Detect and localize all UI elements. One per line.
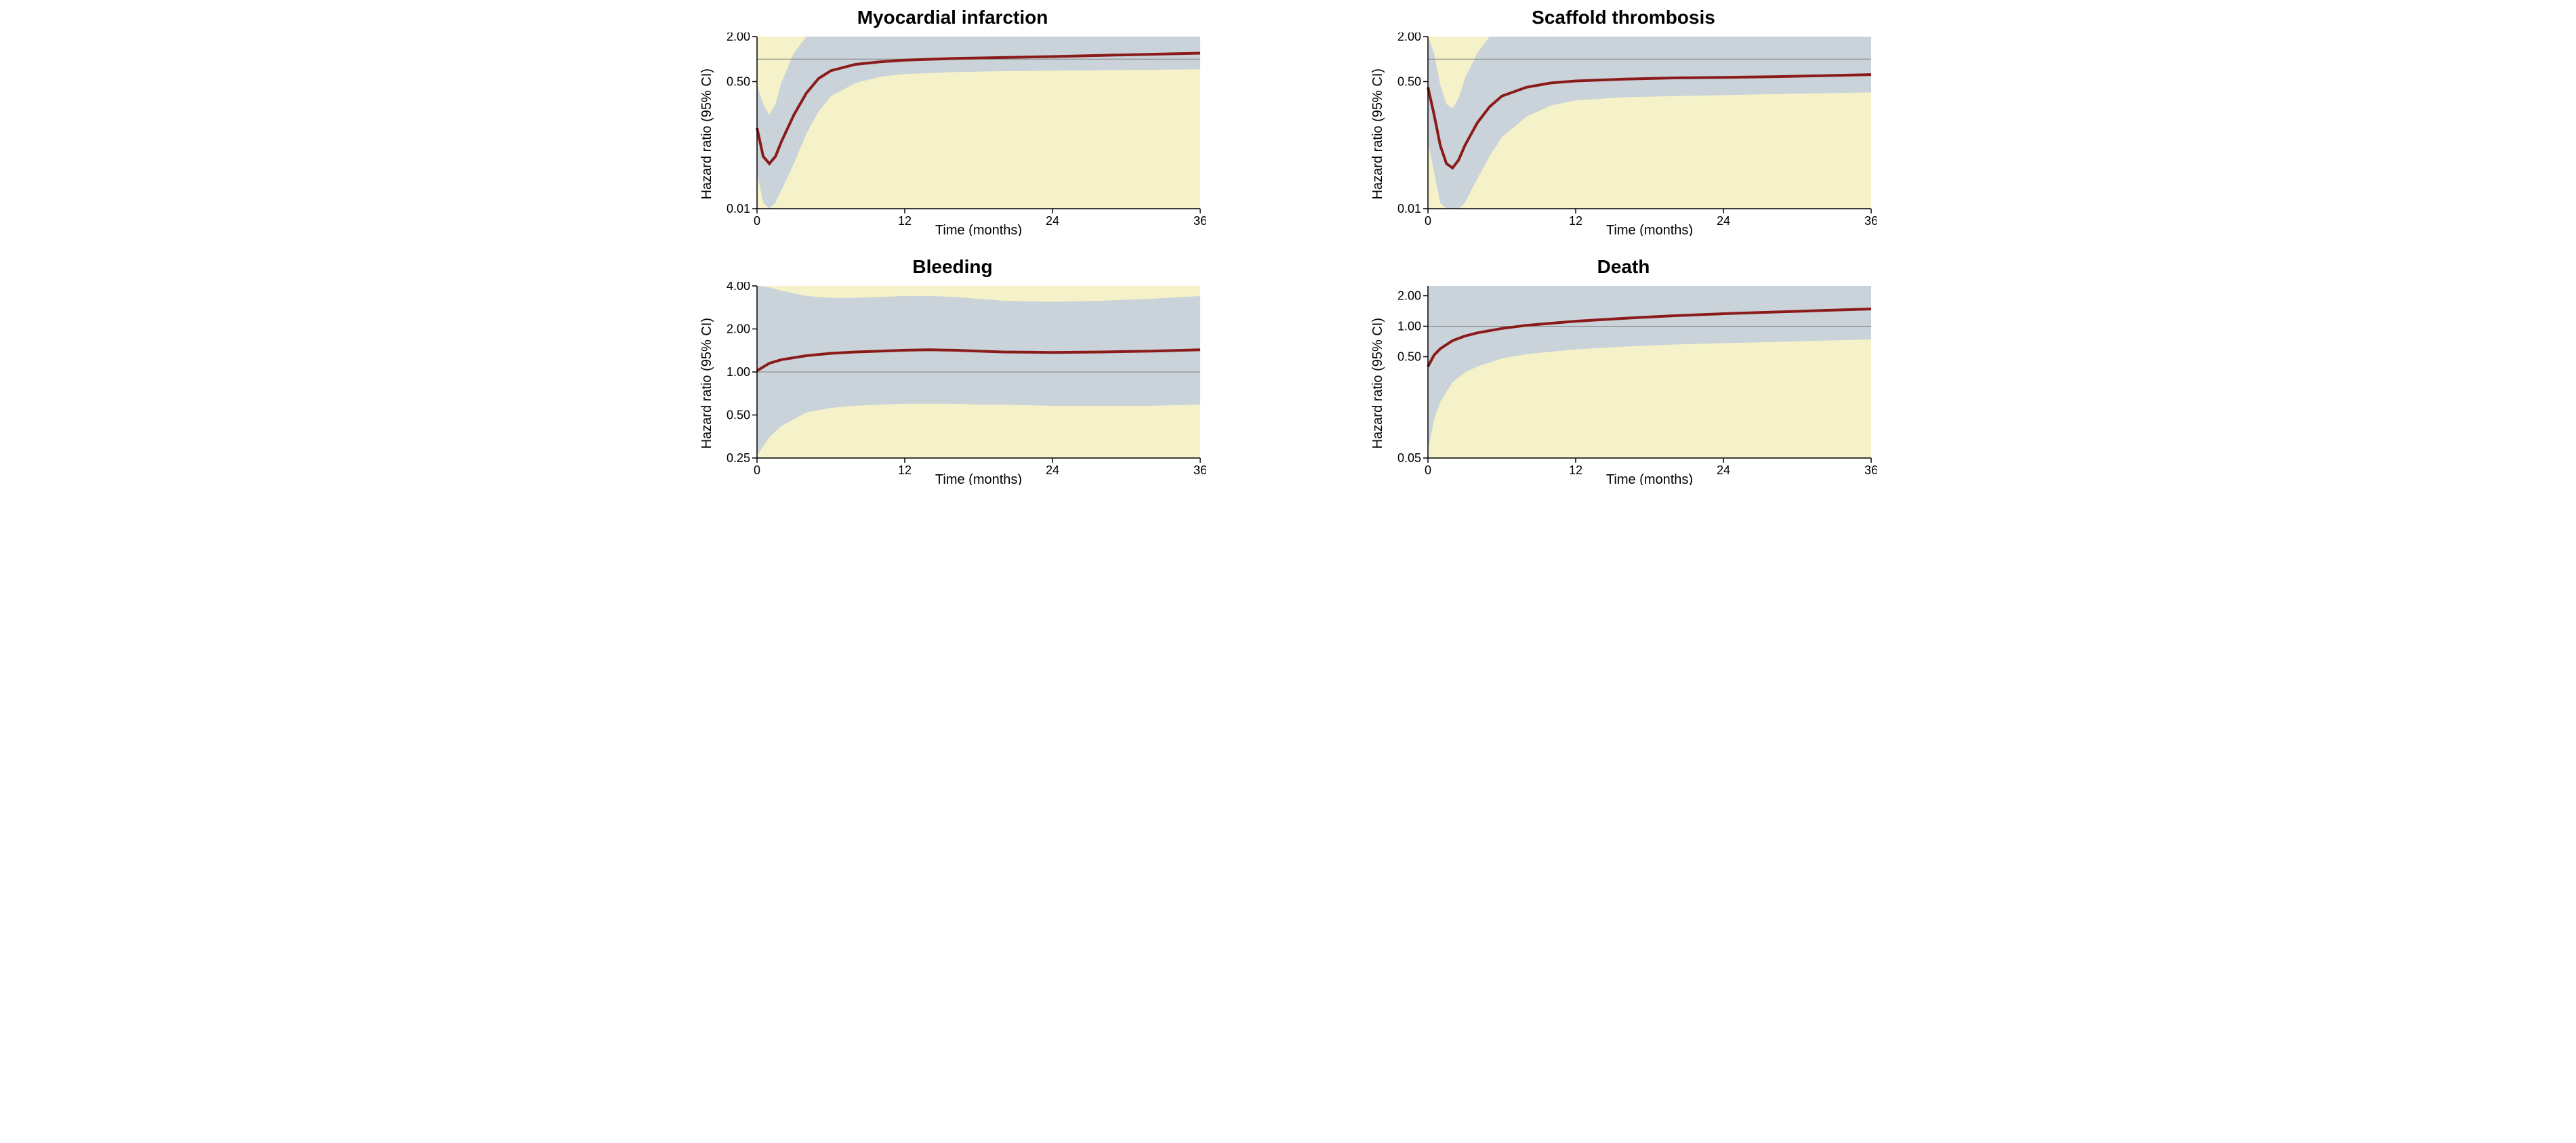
x-tick-label: 36: [1864, 463, 1877, 477]
chart-wrap: Hazard ratio (95% CI) 0 12 24 36 0.01 0.50 2.00…: [1370, 33, 1877, 236]
y-tick-label: 2.00: [727, 33, 750, 43]
y-tick-label: 0.50: [727, 409, 750, 422]
x-axis-label: Time (months): [1606, 223, 1693, 236]
x-axis-label: Time (months): [935, 223, 1022, 236]
x-axis-label: Time (months): [1606, 472, 1693, 485]
x-tick-label: 24: [1046, 463, 1059, 477]
y-axis-label: Hazard ratio (95% CI): [699, 68, 715, 199]
y-tick-label: 1.00: [1397, 319, 1421, 333]
x-tick-label: 12: [898, 463, 912, 477]
x-tick-label: 12: [898, 214, 912, 228]
chart-svg: 0 12 24 36 0.25 0.50 1.00 2.00 4.00 Time (months): [718, 282, 1206, 485]
chart-wrap: Hazard ratio (95% CI) 0 12 24 36 0.05 0.50 1.00…: [1370, 282, 1877, 485]
x-tick-label: 0: [754, 214, 760, 228]
chart-svg: 0 12 24 36 0.01 0.50 2.00 Time (months): [1389, 33, 1877, 236]
x-tick-label: 24: [1046, 214, 1059, 228]
y-tick-label: 2.00: [1397, 33, 1421, 43]
y-tick-label: 4.00: [727, 282, 750, 293]
panel-title: Bleeding: [912, 256, 992, 278]
chart-panel-st: Scaffold thrombosis Hazard ratio (95% CI)…: [1315, 7, 1932, 236]
y-axis-label: Hazard ratio (95% CI): [699, 318, 715, 449]
chart-panel-mi: Myocardial infarction Hazard ratio (95% C…: [645, 7, 1261, 236]
x-tick-label: 36: [1193, 214, 1206, 228]
chart-wrap: Hazard ratio (95% CI) 0 12 24 36 0.25 0.50 1.00…: [699, 282, 1206, 485]
panel-title: Death: [1597, 256, 1650, 278]
y-tick-label: 0.05: [1397, 451, 1421, 465]
y-tick-label: 0.50: [1397, 350, 1421, 363]
y-tick-label: 0.25: [727, 451, 750, 465]
panel-title: Scaffold thrombosis: [1532, 7, 1715, 28]
y-tick-label: 1.00: [727, 365, 750, 379]
y-axis-label: Hazard ratio (95% CI): [1370, 68, 1386, 199]
chart-svg: 0 12 24 36 0.01 0.50 2.00 Time (months): [718, 33, 1206, 236]
y-tick-label: 2.00: [727, 323, 750, 336]
y-axis-label: Hazard ratio (95% CI): [1370, 318, 1386, 449]
x-axis-label: Time (months): [935, 472, 1022, 485]
chart-panel-death: Death Hazard ratio (95% CI) 0 12 24 36 0.05 0.5…: [1315, 256, 1932, 485]
x-tick-label: 24: [1717, 214, 1730, 228]
x-tick-label: 12: [1569, 463, 1582, 477]
chart-wrap: Hazard ratio (95% CI) 0 12 24 36 0.01 0.50 2.00…: [699, 33, 1206, 236]
x-tick-label: 24: [1717, 463, 1730, 477]
panel-title: Myocardial infarction: [857, 7, 1048, 28]
x-tick-label: 12: [1569, 214, 1582, 228]
x-tick-label: 36: [1864, 214, 1877, 228]
chart-grid: Myocardial infarction Hazard ratio (95% C…: [645, 7, 1932, 485]
chart-svg: 0 12 24 36 0.05 0.50 1.00 2.00 Time (months): [1389, 282, 1877, 485]
y-tick-label: 0.01: [727, 202, 750, 215]
y-tick-label: 0.01: [1397, 202, 1421, 215]
y-tick-label: 0.50: [1397, 75, 1421, 88]
x-tick-label: 0: [754, 463, 760, 477]
x-tick-label: 36: [1193, 463, 1206, 477]
chart-panel-bleed: Bleeding Hazard ratio (95% CI) 0 12 24 36 0.25…: [645, 256, 1261, 485]
x-tick-label: 0: [1425, 214, 1431, 228]
y-tick-label: 0.50: [727, 75, 750, 88]
x-tick-label: 0: [1425, 463, 1431, 477]
y-tick-label: 2.00: [1397, 289, 1421, 302]
